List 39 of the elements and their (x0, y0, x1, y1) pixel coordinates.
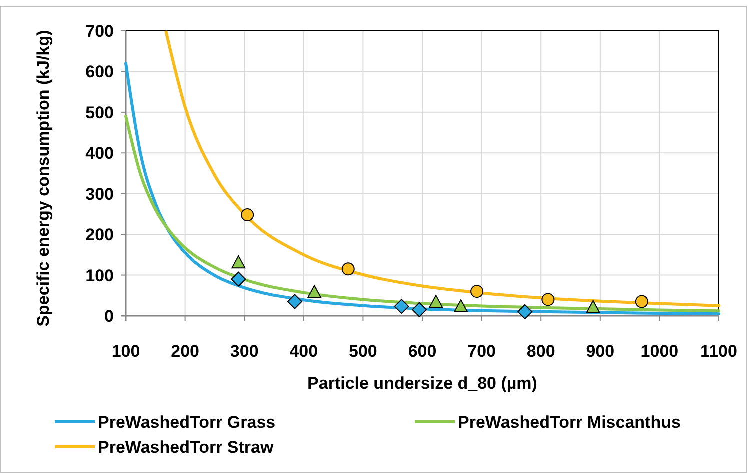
point (429, 295, 444, 308)
point (231, 272, 246, 287)
y-tick-label: 700 (86, 22, 114, 41)
x-tick-label: 900 (586, 342, 615, 361)
x-tick-label: 100 (112, 342, 140, 361)
x-tick-label: 1000 (640, 342, 679, 361)
legend-label: PreWashedTorr Miscanthus (458, 413, 681, 432)
point (586, 300, 600, 314)
point (635, 295, 648, 308)
point (454, 300, 468, 313)
point (308, 285, 322, 298)
point (518, 304, 533, 320)
y-tick-label: 100 (86, 266, 114, 286)
y-tick-label: 400 (86, 144, 114, 164)
point (288, 294, 303, 310)
point (342, 262, 355, 276)
x-tick-label: 200 (171, 342, 200, 361)
x-tick-label: 300 (230, 342, 259, 361)
point (232, 256, 246, 269)
y-tick-label: 600 (86, 62, 114, 82)
x-axis-title: Particle undersize d_80 (µm) (308, 374, 538, 393)
x-tick-label: 600 (408, 342, 437, 361)
x-tick-label: 400 (290, 342, 318, 361)
y-tick-label: 300 (86, 184, 114, 204)
y-tick-label: 200 (86, 226, 114, 245)
y-axis-title: Specific energy consumption (kJ/kg) (34, 30, 53, 327)
x-tick-label: 500 (349, 342, 378, 361)
point (470, 285, 484, 298)
legend-label: PreWashedTorr Straw (98, 438, 274, 457)
point (542, 293, 555, 306)
y-tick-label: 500 (86, 103, 114, 122)
x-tick-label: 800 (526, 342, 556, 361)
y-tick-label: 0 (104, 307, 114, 326)
x-tick-label: 1100 (700, 342, 738, 361)
point (241, 208, 254, 222)
legend-label: PreWashedTorr Grass (98, 413, 276, 432)
point (394, 299, 410, 314)
point (412, 302, 428, 318)
x-tick-label: 700 (468, 342, 496, 361)
